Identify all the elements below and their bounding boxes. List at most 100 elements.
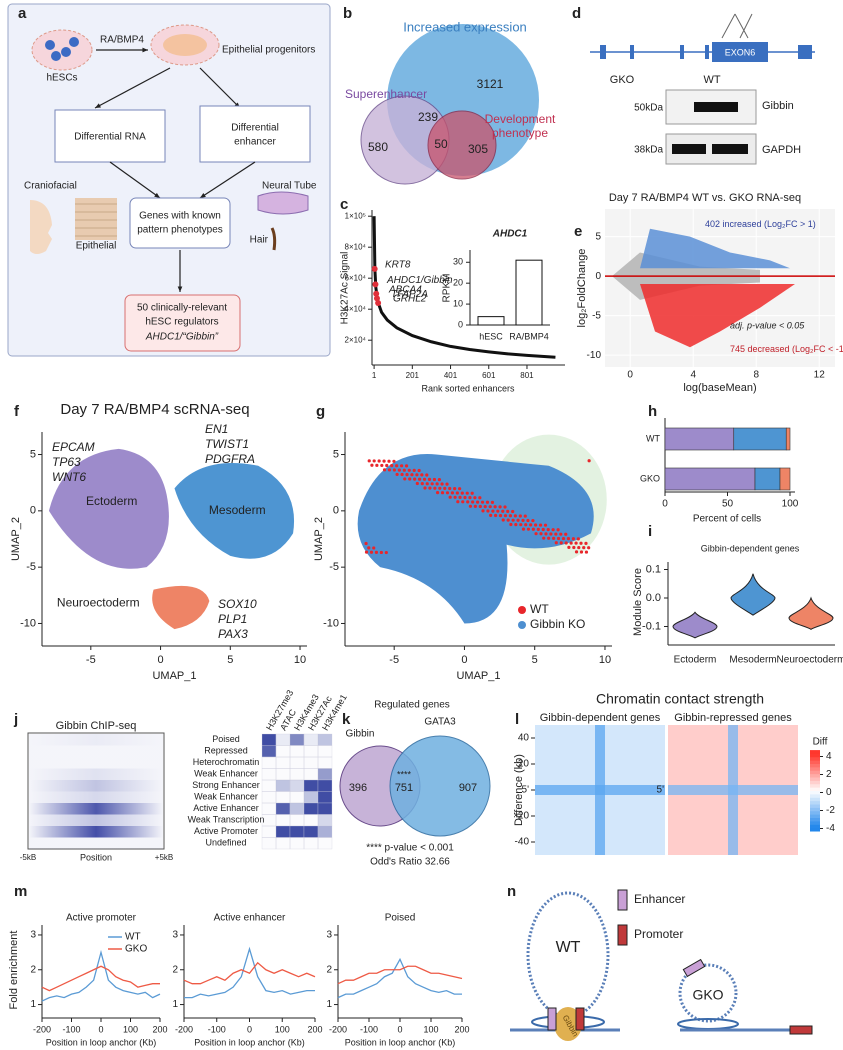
dot-texture xyxy=(415,481,419,486)
heatmap-cell xyxy=(275,825,291,838)
dot-texture xyxy=(471,500,475,504)
exon xyxy=(630,45,634,59)
gibbin-protein xyxy=(554,1007,582,1041)
dot-texture xyxy=(498,505,502,509)
dot-texture xyxy=(481,509,485,513)
axis-title: UMAP_1 xyxy=(456,670,500,682)
bar-segment xyxy=(664,427,735,451)
cohesin-ring xyxy=(677,1018,739,1030)
colorbar-step xyxy=(810,797,820,802)
label: Diff xyxy=(813,737,828,748)
y-tick-label: 3 xyxy=(30,930,36,941)
dot-texture xyxy=(364,550,369,554)
series-line xyxy=(41,965,160,992)
dot-texture xyxy=(387,468,392,472)
dot-texture xyxy=(395,464,399,468)
state-label: Weak Transcription xyxy=(188,815,265,825)
x-tick-label: -5 xyxy=(86,654,96,666)
x-tick-label: 4 xyxy=(690,370,696,381)
x-tick-label: 8 xyxy=(753,370,759,381)
dot-texture xyxy=(420,482,424,486)
label: Ectoderm xyxy=(86,494,137,508)
dot-texture xyxy=(433,486,437,490)
dot-texture xyxy=(410,473,414,477)
dot-texture xyxy=(547,536,551,540)
label: GATA3 xyxy=(424,717,456,728)
epithelial-icon xyxy=(75,198,117,240)
legend-label: WT xyxy=(125,932,141,943)
cloud-up xyxy=(640,228,790,269)
cluster-neuroectoderm xyxy=(152,585,210,630)
highlight-point xyxy=(372,281,379,288)
label: 50 xyxy=(434,137,448,151)
dot-texture xyxy=(584,541,588,545)
highlight-point xyxy=(373,290,380,297)
dot-texture xyxy=(387,459,391,463)
dot-texture xyxy=(435,491,440,495)
dot-texture xyxy=(486,509,490,513)
x-tick-label: 5 xyxy=(532,654,538,666)
dot-texture xyxy=(478,496,482,500)
exon xyxy=(798,45,812,59)
promoter xyxy=(575,1007,585,1031)
chart-title: Chromatin contact strength xyxy=(596,691,764,707)
dot-texture xyxy=(392,459,396,463)
dot-texture xyxy=(576,537,580,541)
label: KRT8 xyxy=(385,260,411,271)
band xyxy=(672,144,706,154)
heatmap-cell xyxy=(261,837,277,850)
scissors-icon xyxy=(721,13,753,39)
dot-texture xyxy=(534,532,538,536)
heatmap-cell xyxy=(261,779,277,792)
heatmap-cell xyxy=(303,756,319,769)
heatmap-row xyxy=(29,791,163,803)
colorbar-step xyxy=(810,807,820,812)
dot-texture xyxy=(437,477,441,482)
arrow-head xyxy=(142,47,148,53)
y-tick-label: -20 xyxy=(515,811,530,822)
arrow-head xyxy=(95,103,101,108)
dot-texture xyxy=(374,550,379,554)
cell xyxy=(45,40,55,50)
y-tick-label: WT xyxy=(646,433,660,443)
dot-texture xyxy=(514,522,518,527)
label: Development xyxy=(485,112,556,126)
heatmap-cell xyxy=(317,768,333,781)
dot-texture xyxy=(417,477,422,481)
dot-texture xyxy=(490,500,495,504)
dot-texture xyxy=(372,546,376,550)
arrow-head xyxy=(154,192,160,198)
panel-label: h xyxy=(648,403,657,420)
y-tick-label: -40 xyxy=(515,837,530,848)
dot-texture xyxy=(536,527,540,531)
heatmap-cell xyxy=(303,733,319,746)
label: AHDC1 xyxy=(492,229,528,240)
heatmap-cell xyxy=(303,837,319,850)
dot-texture xyxy=(496,509,500,513)
heatmap-cell xyxy=(275,837,291,850)
state-label: Active Enhancer xyxy=(193,803,259,813)
x-tick-label: 401 xyxy=(444,371,458,380)
label: 239 xyxy=(418,110,438,124)
y-tick-label: GKO xyxy=(640,473,660,483)
label: Superenhancer xyxy=(345,87,427,101)
colorbar-step xyxy=(810,820,820,825)
series-line xyxy=(41,949,161,1002)
panel-label: m xyxy=(14,883,27,900)
enhancer xyxy=(547,1007,557,1031)
dot-texture xyxy=(400,472,404,477)
exon xyxy=(705,45,709,59)
label: Enhancer xyxy=(634,892,685,906)
contact-cross xyxy=(535,785,665,795)
dot-texture xyxy=(554,532,558,536)
colorbar-step xyxy=(810,766,820,771)
heatmap-row xyxy=(29,826,163,838)
label: AHDC1/“Gibbin” xyxy=(145,332,219,343)
panel-label: a xyxy=(18,5,27,22)
dot-texture xyxy=(364,541,368,546)
dot-texture xyxy=(491,509,495,513)
label: phenotype xyxy=(492,126,548,140)
label: TP63 xyxy=(52,455,81,469)
dot-texture xyxy=(523,514,527,518)
label: EN1 xyxy=(205,422,228,436)
